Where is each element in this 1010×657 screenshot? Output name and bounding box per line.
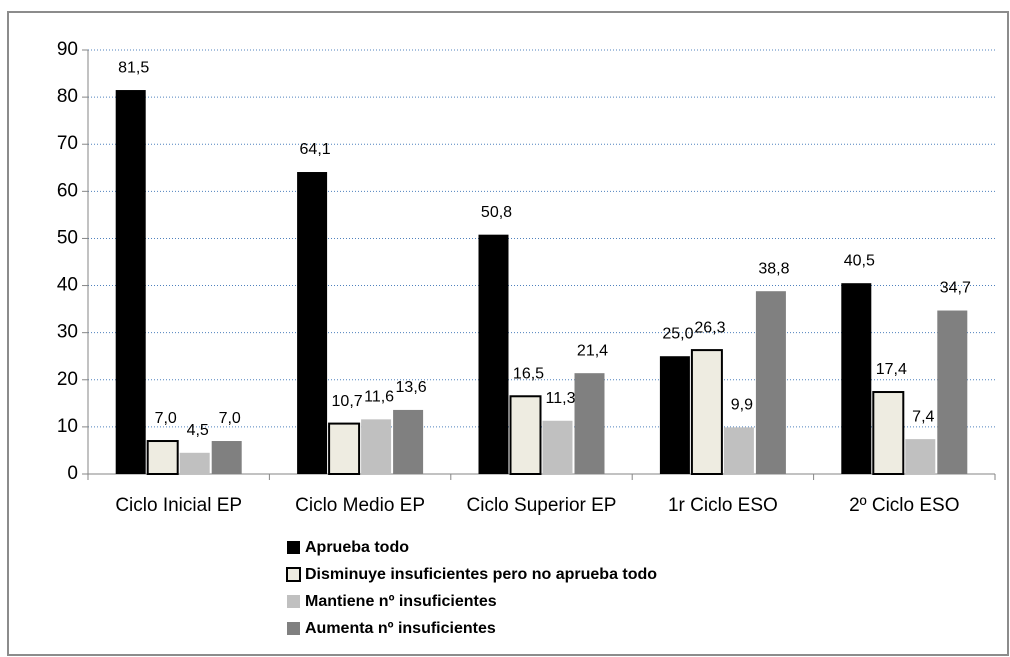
bar xyxy=(361,419,392,474)
data-label: 40,5 xyxy=(844,252,875,269)
y-tick-label: 70 xyxy=(57,133,78,154)
bar xyxy=(146,440,179,475)
x-tick-label: 1r Ciclo ESO xyxy=(667,495,778,516)
data-label: 81,5 xyxy=(118,59,149,76)
bar xyxy=(659,356,690,474)
bar xyxy=(905,439,936,474)
y-tick-label: 0 xyxy=(67,463,78,484)
data-label: 4,5 xyxy=(187,422,209,439)
bar xyxy=(115,90,146,475)
bar xyxy=(211,441,242,474)
data-label: 16,5 xyxy=(513,365,544,382)
x-tick-label: 2º Ciclo ESO xyxy=(849,495,960,516)
bar xyxy=(723,427,754,474)
bar xyxy=(841,283,872,474)
bar xyxy=(509,395,542,475)
y-tick-label: 10 xyxy=(57,416,78,437)
bar xyxy=(755,291,786,474)
y-tick-label: 20 xyxy=(57,369,78,390)
x-tick-label: Ciclo Superior EP xyxy=(466,495,617,516)
bar xyxy=(393,409,424,474)
bar xyxy=(328,422,361,476)
data-label: 7,0 xyxy=(155,410,177,427)
bar xyxy=(690,349,723,475)
data-label: 7,0 xyxy=(219,410,241,427)
data-label: 7,4 xyxy=(912,408,934,425)
data-label: 17,4 xyxy=(876,361,907,378)
y-tick-label: 80 xyxy=(57,86,78,107)
legend-label: Aumenta nº insuficientes xyxy=(305,620,496,637)
bar xyxy=(574,373,605,474)
bar xyxy=(872,391,905,476)
data-label: 50,8 xyxy=(481,204,512,221)
chart-frame xyxy=(7,11,1009,656)
data-label: 11,6 xyxy=(364,389,394,406)
y-tick-label: 30 xyxy=(57,322,78,343)
y-tick-label: 40 xyxy=(57,275,78,296)
data-label: 26,3 xyxy=(694,319,725,336)
data-label: 11,3 xyxy=(546,390,576,407)
data-label: 10,7 xyxy=(332,393,363,410)
data-label: 38,8 xyxy=(758,260,789,277)
legend-marker xyxy=(287,595,300,608)
legend-label: Disminuye insuficientes pero no aprueba … xyxy=(305,566,657,583)
y-tick-label: 90 xyxy=(57,39,78,60)
data-label: 34,7 xyxy=(940,280,971,297)
data-label: 9,9 xyxy=(731,397,753,414)
x-tick-label: Ciclo Inicial EP xyxy=(115,495,243,516)
data-label: 25,0 xyxy=(662,325,693,342)
x-tick-label: Ciclo Medio EP xyxy=(295,495,426,516)
data-label: 13,6 xyxy=(396,379,427,396)
legend-marker xyxy=(287,622,300,635)
legend-label: Aprueba todo xyxy=(305,539,409,556)
y-tick-label: 50 xyxy=(57,227,78,248)
y-tick-label: 60 xyxy=(57,180,78,201)
legend-marker xyxy=(287,541,300,554)
data-label: 21,4 xyxy=(577,342,608,359)
legend-label: Mantiene nº insuficientes xyxy=(305,593,497,610)
bar xyxy=(179,452,210,474)
bar xyxy=(478,234,509,474)
bar xyxy=(297,172,328,475)
legend-marker xyxy=(286,567,301,582)
bar xyxy=(542,420,573,474)
bar xyxy=(937,310,968,474)
data-label: 64,1 xyxy=(300,141,331,158)
